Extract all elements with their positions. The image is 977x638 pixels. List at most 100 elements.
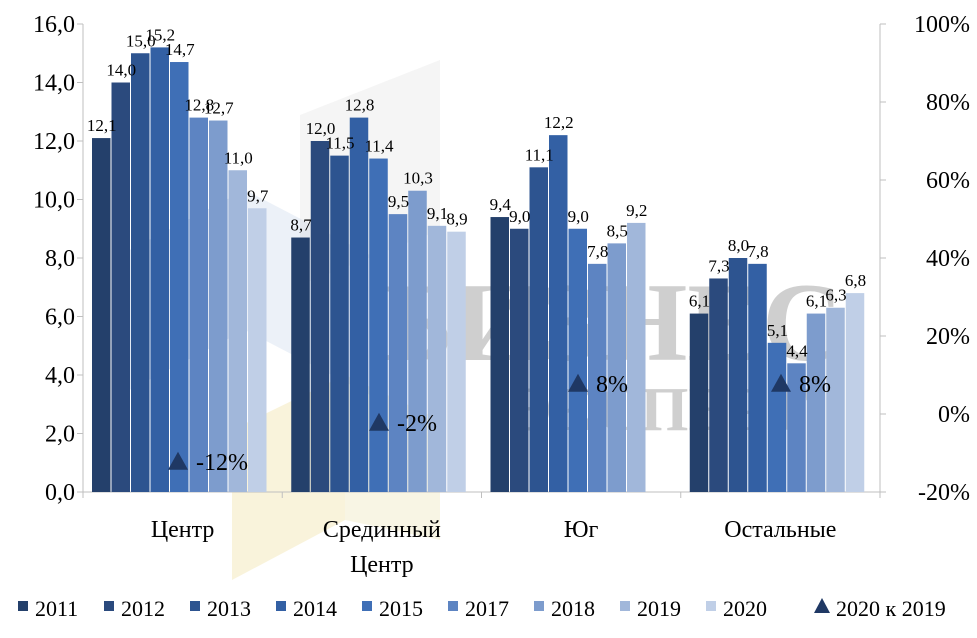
bar	[787, 363, 806, 492]
bar-value-label: 14,0	[106, 61, 136, 80]
right-tick-label: 60%	[926, 168, 970, 194]
left-tick-label: 10,0	[33, 188, 75, 214]
bar	[510, 228, 529, 492]
bar-value-label: 11,4	[364, 137, 394, 156]
bar	[408, 190, 427, 492]
legend-swatch	[18, 601, 28, 611]
bar-value-label: 7,8	[587, 242, 608, 261]
bar-value-label: 9,5	[388, 192, 409, 211]
data-labels: 12,114,015,015,214,712,812,711,09,78,712…	[87, 25, 866, 360]
bar-value-label: 11,1	[525, 145, 554, 164]
bar	[369, 158, 388, 493]
bar	[490, 217, 509, 493]
bar-value-label: 9,0	[509, 207, 530, 226]
bar	[709, 278, 728, 492]
legend-label: 2015	[379, 596, 423, 621]
bar	[209, 120, 228, 493]
right-tick-label: 80%	[926, 90, 970, 116]
bar	[131, 53, 150, 492]
bar	[607, 243, 626, 492]
legend-label: 2012	[121, 596, 165, 621]
bar-value-label: 8,7	[290, 216, 312, 235]
bar-value-label: 14,7	[165, 40, 195, 59]
bar-value-label: 6,1	[689, 292, 710, 311]
change-label: 8%	[596, 372, 628, 398]
bar-value-label: 9,1	[427, 204, 448, 223]
bar-value-label: 11,5	[325, 134, 354, 153]
change-marker	[168, 451, 188, 470]
change-marker	[771, 373, 791, 392]
left-tick-label: 2,0	[45, 422, 75, 448]
bar-value-label: 10,3	[403, 169, 433, 188]
bar-value-label: 9,7	[247, 186, 269, 205]
bar-value-label: 4,4	[786, 341, 808, 360]
change-marker	[369, 412, 389, 431]
bar-value-label: 12,2	[544, 113, 574, 132]
bar-value-label: 6,8	[845, 271, 866, 290]
bar-value-label: 9,0	[568, 207, 589, 226]
bar-value-label: 15,0	[126, 31, 156, 50]
bar	[427, 225, 447, 492]
bar-value-label: 8,9	[446, 210, 467, 229]
bar	[170, 62, 189, 493]
legend-marker	[814, 598, 830, 613]
right-tick-label: 40%	[926, 246, 970, 272]
bar	[189, 117, 208, 492]
bar	[845, 293, 865, 492]
bar-value-label: 11,0	[224, 148, 253, 167]
bar-value-label: 6,3	[825, 286, 846, 305]
category-label: Центр	[151, 517, 215, 543]
legend-swatch	[534, 601, 544, 611]
category-label: Юг	[564, 517, 599, 543]
bar	[826, 307, 845, 492]
change-label: -12%	[196, 450, 248, 476]
bar-value-label: 9,2	[626, 201, 647, 220]
legend-label: 2017	[465, 596, 509, 621]
bar-value-label: 7,8	[747, 242, 768, 261]
bar	[627, 222, 646, 492]
change-marker	[568, 373, 588, 392]
bar	[588, 263, 607, 492]
change-label: -2%	[397, 411, 437, 437]
bar-value-label: 8,0	[728, 236, 749, 255]
legend-swatch	[190, 601, 200, 611]
bar	[330, 155, 349, 492]
bar-value-label: 15,2	[145, 25, 175, 44]
legend: 2011 2012 2013 2014 2015 2017 2018 2019 2020 2020…	[18, 596, 946, 621]
change-markers: -12% -2% 8% 8%	[168, 372, 831, 476]
left-tick-label: 4,0	[45, 363, 75, 389]
bar	[111, 82, 130, 492]
bar-value-label: 6,1	[806, 292, 827, 311]
bar-value-label: 5,1	[767, 321, 788, 340]
left-tick-label: 16,0	[33, 12, 75, 38]
bar	[92, 138, 111, 492]
legend-label: 2018	[551, 596, 595, 621]
bar-value-label: 9,4	[490, 195, 512, 214]
change-label: 8%	[799, 372, 831, 398]
right-tick-label: -20%	[918, 480, 970, 506]
legend-label: 2020	[723, 596, 767, 621]
legend-label: 2011	[35, 596, 78, 621]
bar	[568, 228, 587, 492]
legend-label: 2013	[207, 596, 251, 621]
bar-value-label: 12,8	[184, 96, 214, 115]
bar	[728, 258, 748, 492]
category-label: Срединный	[323, 517, 441, 543]
right-tick-label: 20%	[926, 324, 970, 350]
legend-swatch	[620, 601, 630, 611]
category-label: Центр	[350, 552, 414, 578]
legend-label: 2014	[293, 596, 337, 621]
bar	[291, 237, 310, 492]
bar	[248, 208, 267, 492]
right-tick-label: 100%	[914, 12, 970, 38]
left-tick-label: 14,0	[33, 71, 75, 97]
bar-value-label: 8,5	[607, 221, 628, 240]
bar-value-label: 12,1	[87, 116, 117, 135]
legend-label: 2019	[637, 596, 681, 621]
legend-swatch	[362, 601, 372, 611]
left-tick-label: 6,0	[45, 305, 75, 331]
bar-value-label: 12,0	[306, 119, 336, 138]
legend-swatch	[706, 601, 716, 611]
left-tick-label: 12,0	[33, 129, 75, 155]
